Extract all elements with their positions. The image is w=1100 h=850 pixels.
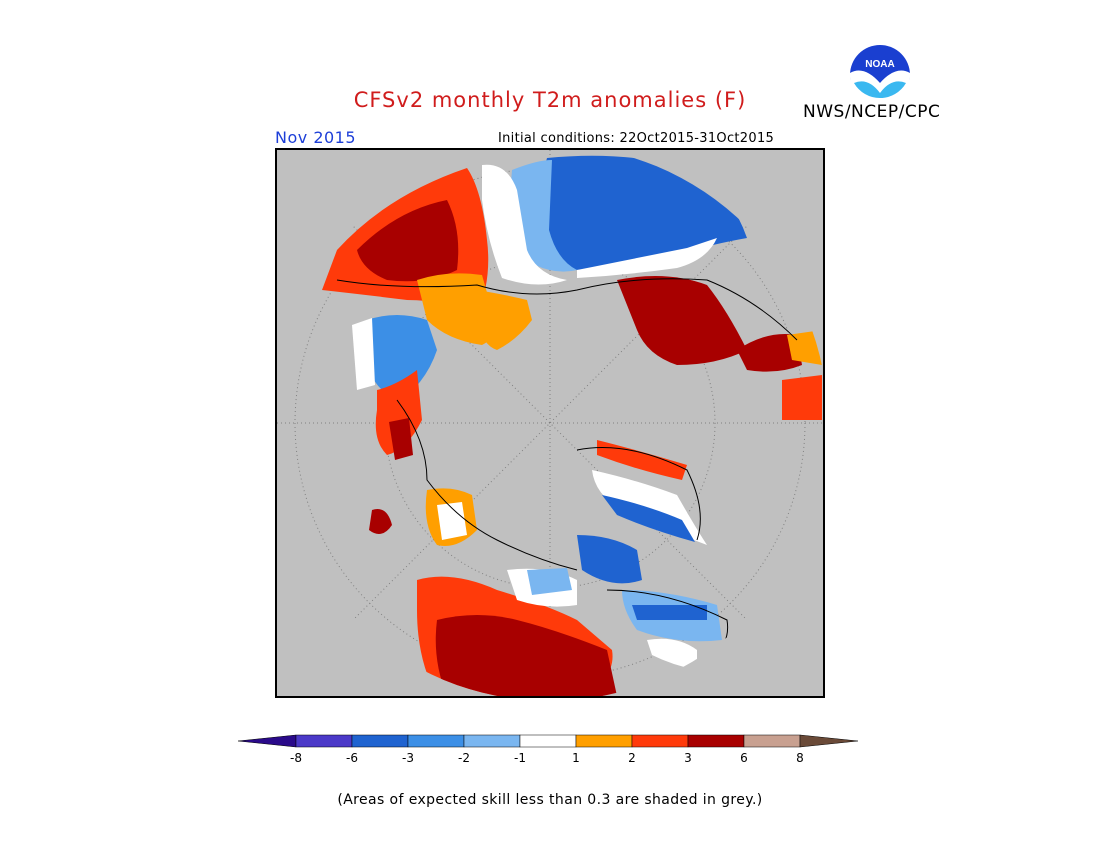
colorbar-segment bbox=[351, 734, 409, 748]
colorbar-segment bbox=[575, 734, 633, 748]
colorbar-arrow-right bbox=[799, 734, 859, 748]
chart-title: CFSv2 monthly T2m anomalies (F) bbox=[353, 88, 747, 112]
skill-footnote: (Areas of expected skill less than 0.3 a… bbox=[337, 792, 763, 808]
colorbar-tick-label: 6 bbox=[740, 751, 748, 765]
colorbar-tick-label: -8 bbox=[290, 751, 302, 765]
colorbar bbox=[238, 734, 859, 748]
colorbar-tick-label: 2 bbox=[628, 751, 636, 765]
colorbar-segment bbox=[631, 734, 689, 748]
colorbar-tick-label: 3 bbox=[684, 751, 692, 765]
colorbar-segment bbox=[743, 734, 801, 748]
colorbar-segment bbox=[407, 734, 465, 748]
noaa-logo: NOAA bbox=[850, 45, 910, 107]
colorbar-tick-label: -6 bbox=[346, 751, 358, 765]
colorbar-tick-label: -3 bbox=[402, 751, 414, 765]
colorbar-segment bbox=[463, 734, 521, 748]
colorbar-segment bbox=[687, 734, 745, 748]
initial-conditions-label: Initial conditions: 22Oct2015-31Oct2015 bbox=[498, 131, 775, 146]
colorbar-arrow-left bbox=[238, 734, 297, 748]
colorbar-tick-label: -2 bbox=[458, 751, 470, 765]
svg-text:NOAA: NOAA bbox=[865, 59, 894, 70]
polar-map-graphic bbox=[277, 150, 823, 696]
agency-label: NWS/NCEP/CPC bbox=[803, 102, 941, 122]
colorbar-tick-label: 1 bbox=[572, 751, 580, 765]
valid-month-label: Nov 2015 bbox=[275, 128, 357, 147]
colorbar-tick-label: 8 bbox=[796, 751, 804, 765]
colorbar-tick-label: -1 bbox=[514, 751, 526, 765]
polar-map bbox=[275, 148, 825, 698]
colorbar-segment bbox=[295, 734, 353, 748]
colorbar-segment bbox=[519, 734, 577, 748]
